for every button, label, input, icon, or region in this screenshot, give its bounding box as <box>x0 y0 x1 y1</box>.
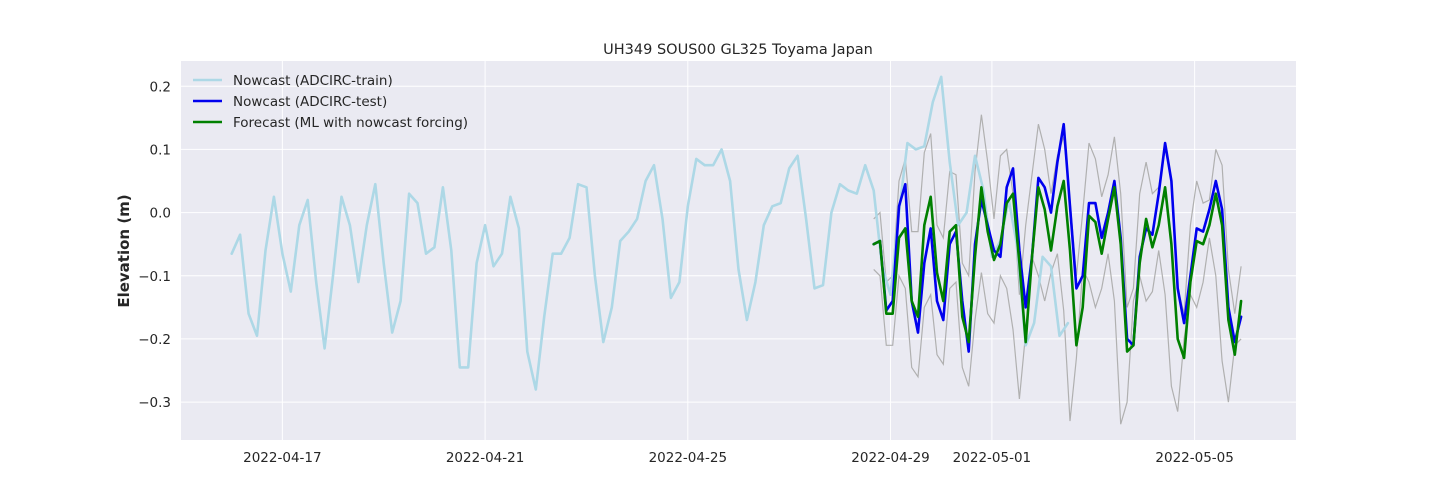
x-tick-label: 2022-04-17 <box>243 450 321 466</box>
series-line-adcirc-train <box>230 75 1070 391</box>
y-tick-label: 0.0 <box>150 206 171 222</box>
legend-label: Nowcast (ADCIRC-test) <box>233 94 387 110</box>
y-tick-label: −0.3 <box>138 395 171 411</box>
plot-area <box>181 61 1296 440</box>
y-tick-label: −0.2 <box>138 332 171 348</box>
x-tick-label: 2022-05-01 <box>953 450 1031 466</box>
x-tick-labels: 2022-04-17 2022-04-21 2022-04-25 2022-04-29… <box>243 450 1234 466</box>
y-tick-label: −0.1 <box>138 269 171 285</box>
y-axis-label: Elevation (m) <box>115 194 133 307</box>
y-tick-label: 0.1 <box>150 142 171 158</box>
series-line-adcirc-test <box>872 122 1243 353</box>
y-tick-labels: −0.3 −0.2 −0.1 0.0 0.1 0.2 <box>138 79 171 411</box>
series-line-ml-forecast <box>872 179 1243 360</box>
band-lower-line <box>873 237 1242 425</box>
series-lines <box>230 75 1243 391</box>
y-tick-label: 0.2 <box>150 79 171 95</box>
chart-title: UH349 SOUS00 GL325 Toyama Japan <box>603 42 873 58</box>
legend: Nowcast (ADCIRC-train) Nowcast (ADCIRC-te… <box>193 73 468 131</box>
x-tick-label: 2022-04-25 <box>649 450 727 466</box>
legend-label: Nowcast (ADCIRC-train) <box>233 73 393 89</box>
x-tick-label: 2022-04-29 <box>851 450 929 466</box>
legend-label: Forecast (ML with nowcast forcing) <box>233 115 468 131</box>
x-tick-label: 2022-04-21 <box>446 450 524 466</box>
x-tick-label: 2022-05-05 <box>1155 450 1233 466</box>
